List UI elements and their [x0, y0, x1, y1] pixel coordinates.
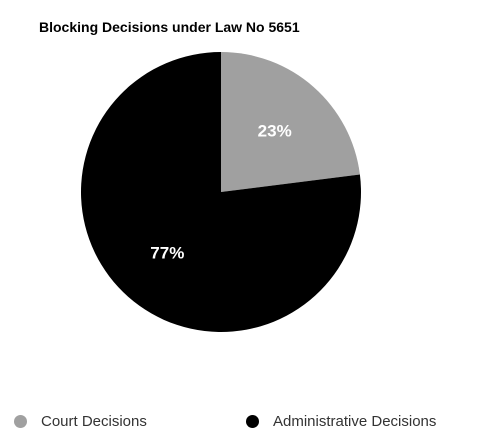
slice-label-court-decisions: 23% [258, 122, 292, 141]
chart-title: Blocking Decisions under Law No 5651 [39, 19, 300, 35]
legend-marker-court-decisions [14, 414, 27, 428]
legend-label-court-decisions: Court Decisions [41, 412, 147, 430]
pie-slice-administrative-decisions[interactable] [81, 52, 361, 332]
legend-label-administrative-decisions: Administrative Decisions [273, 412, 437, 430]
pie-slice-court-decisions[interactable] [221, 52, 360, 192]
legend-item-court-decisions[interactable]: Court Decisions [14, 409, 147, 433]
legend-item-administrative-decisions[interactable]: Administrative Decisions [246, 409, 436, 433]
pie-chart: 23% 77% [81, 52, 361, 332]
legend: Court Decisions Administrative Decisions [14, 409, 483, 433]
legend-marker-administrative-decisions [246, 414, 259, 428]
slice-label-administrative-decisions: 77% [150, 243, 184, 262]
